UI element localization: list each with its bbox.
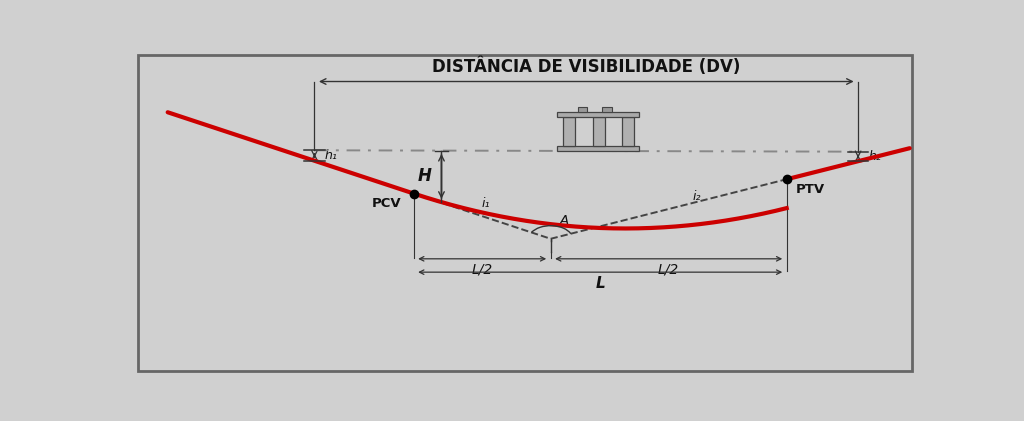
Bar bbox=[563, 117, 575, 146]
Text: A: A bbox=[560, 214, 569, 227]
Bar bbox=[593, 117, 604, 146]
Text: PCV: PCV bbox=[372, 197, 401, 210]
Bar bbox=[557, 146, 639, 151]
Text: H: H bbox=[418, 168, 432, 185]
Bar bbox=[602, 107, 612, 112]
Bar bbox=[622, 117, 634, 146]
Text: i₁: i₁ bbox=[482, 197, 490, 210]
Text: L/2: L/2 bbox=[471, 263, 493, 277]
Bar bbox=[578, 107, 587, 112]
Text: i₂: i₂ bbox=[692, 190, 700, 203]
Bar bbox=[557, 112, 639, 117]
Text: L: L bbox=[595, 276, 605, 291]
Text: h₂: h₂ bbox=[868, 150, 882, 163]
Text: h₁: h₁ bbox=[325, 149, 338, 162]
Text: L/2: L/2 bbox=[658, 263, 679, 277]
Text: DISTÂNCIA DE VISIBILIDADE (DV): DISTÂNCIA DE VISIBILIDADE (DV) bbox=[432, 57, 740, 76]
Text: PTV: PTV bbox=[797, 183, 825, 196]
